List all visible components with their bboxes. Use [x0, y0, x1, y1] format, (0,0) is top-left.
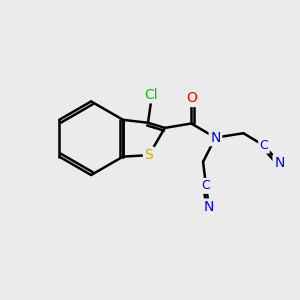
Text: C: C — [260, 139, 268, 152]
Text: N: N — [274, 156, 284, 170]
Text: O: O — [186, 92, 197, 106]
Text: N: N — [210, 130, 220, 145]
Text: S: S — [145, 148, 153, 162]
Text: C: C — [202, 179, 210, 192]
Text: Cl: Cl — [144, 88, 158, 102]
Text: N: N — [204, 200, 214, 214]
